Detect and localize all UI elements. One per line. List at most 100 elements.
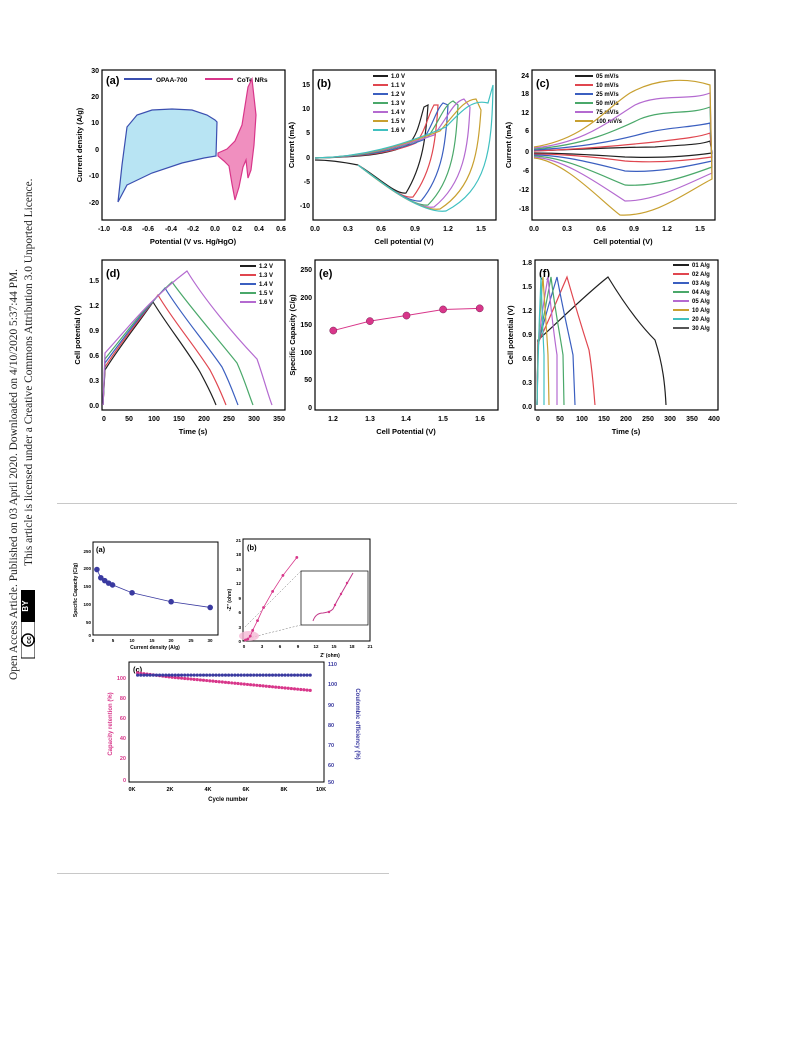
data-point bbox=[239, 682, 243, 686]
section-divider bbox=[57, 503, 737, 504]
svg-text:18: 18 bbox=[236, 552, 242, 557]
svg-text:0.6: 0.6 bbox=[522, 356, 532, 363]
y-axis-label: Specific Capacity (C/g) bbox=[73, 563, 79, 618]
svg-text:250: 250 bbox=[300, 267, 312, 274]
svg-text:0.6: 0.6 bbox=[276, 226, 286, 233]
svg-text:200: 200 bbox=[198, 416, 210, 423]
data-point bbox=[211, 673, 215, 677]
svg-text:1.4: 1.4 bbox=[401, 416, 411, 423]
x-axis-label: Potential (V vs. Hg/HgO) bbox=[150, 237, 237, 246]
figure1-panel-c: (c) 05 mV/s 10 mV/s 25 mV/s 50 mV/s 75 m… bbox=[504, 65, 720, 250]
svg-text:50 mV/s: 50 mV/s bbox=[596, 101, 619, 107]
svg-text:0: 0 bbox=[243, 644, 246, 649]
svg-text:0.9: 0.9 bbox=[89, 328, 99, 335]
data-point bbox=[208, 673, 212, 677]
svg-text:0.6: 0.6 bbox=[596, 226, 606, 233]
opaa-cv-loop bbox=[117, 108, 218, 203]
svg-text:100: 100 bbox=[117, 676, 126, 682]
svg-text:60: 60 bbox=[328, 763, 334, 769]
svg-text:1.6: 1.6 bbox=[475, 416, 485, 423]
svg-text:0: 0 bbox=[306, 155, 310, 162]
svg-text:9: 9 bbox=[297, 644, 300, 649]
svg-text:05 A/g: 05 A/g bbox=[692, 299, 710, 305]
data-point bbox=[173, 673, 177, 677]
data-point bbox=[164, 673, 168, 677]
data-point bbox=[98, 574, 104, 581]
svg-text:02 A/g: 02 A/g bbox=[692, 272, 710, 278]
figure1-panel-d: (d) 1.2 V 1.3 V 1.4 V 1.5 V 1.6 V 1.5 1.… bbox=[72, 255, 292, 440]
data-point bbox=[280, 686, 284, 690]
svg-text:1.2: 1.2 bbox=[522, 308, 532, 315]
svg-text:-12: -12 bbox=[519, 187, 529, 194]
data-point bbox=[205, 678, 209, 683]
svg-text:0: 0 bbox=[102, 416, 106, 423]
svg-text:20: 20 bbox=[91, 94, 99, 101]
data-point bbox=[239, 673, 243, 677]
svg-text:0.0: 0.0 bbox=[522, 404, 532, 411]
svg-text:1.5: 1.5 bbox=[522, 284, 532, 291]
data-point bbox=[170, 673, 174, 677]
data-point bbox=[270, 685, 275, 689]
svg-text:300: 300 bbox=[248, 416, 260, 423]
data-point bbox=[283, 673, 287, 677]
series-line bbox=[333, 307, 480, 332]
data-point bbox=[139, 673, 143, 677]
data-point bbox=[151, 673, 155, 677]
figure1-panel-f: (f) 01 A/g 02 A/g 03 A/g 04 A/g 05 A/g 1… bbox=[505, 255, 720, 440]
svg-text:250: 250 bbox=[642, 416, 654, 423]
data-point bbox=[256, 619, 259, 622]
svg-text:-6: -6 bbox=[523, 168, 529, 175]
inset-nyquist bbox=[244, 570, 369, 640]
svg-text:1.5 V: 1.5 V bbox=[259, 291, 273, 297]
data-point bbox=[299, 687, 303, 692]
svg-text:100: 100 bbox=[300, 350, 312, 357]
svg-text:0: 0 bbox=[88, 633, 91, 638]
data-point bbox=[246, 637, 250, 641]
data-point bbox=[366, 317, 374, 325]
svg-text:0.9: 0.9 bbox=[522, 332, 532, 339]
panel-tag: (b) bbox=[317, 78, 331, 90]
data-point bbox=[195, 673, 199, 677]
svg-text:400: 400 bbox=[708, 416, 720, 423]
data-point bbox=[280, 673, 284, 677]
svg-text:10K: 10K bbox=[316, 787, 326, 793]
data-point bbox=[255, 683, 259, 687]
svg-text:5: 5 bbox=[306, 130, 310, 137]
svg-text:200: 200 bbox=[83, 566, 91, 571]
data-point bbox=[252, 673, 256, 677]
cc-by-badge[interactable]: BY cc bbox=[21, 590, 35, 676]
data-point bbox=[236, 673, 240, 677]
legend-b: 1.0 V 1.1 V 1.2 V 1.3 V 1.4 V 1.5 V 1.6 … bbox=[373, 74, 405, 134]
svg-text:20: 20 bbox=[168, 638, 174, 643]
svg-text:50: 50 bbox=[125, 416, 133, 423]
data-point bbox=[245, 682, 250, 687]
cote-cv-loop bbox=[217, 76, 257, 201]
data-point bbox=[183, 673, 187, 677]
svg-text:-20: -20 bbox=[89, 200, 99, 207]
data-point bbox=[227, 673, 231, 677]
svg-text:5: 5 bbox=[112, 638, 115, 643]
svg-text:10 mV/s: 10 mV/s bbox=[596, 83, 619, 89]
svg-text:150: 150 bbox=[300, 322, 312, 329]
svg-text:1.4 V: 1.4 V bbox=[391, 110, 405, 116]
data-point bbox=[329, 326, 338, 335]
svg-text:150: 150 bbox=[173, 416, 185, 423]
svg-text:18: 18 bbox=[521, 91, 529, 98]
svg-text:80: 80 bbox=[328, 723, 334, 729]
data-point bbox=[201, 673, 206, 677]
svg-text:15: 15 bbox=[331, 644, 337, 649]
figure2-panel-a: (a) 250 200 150 100 50 0 0 5 10 15 20 25… bbox=[68, 538, 223, 651]
svg-text:15: 15 bbox=[149, 638, 155, 643]
svg-text:1.2: 1.2 bbox=[89, 303, 99, 310]
data-point bbox=[305, 673, 309, 677]
svg-text:75 mV/s: 75 mV/s bbox=[596, 110, 619, 116]
data-point bbox=[192, 677, 196, 681]
svg-text:01 A/g: 01 A/g bbox=[692, 263, 710, 269]
data-point bbox=[220, 680, 224, 684]
x-axis-label: Cell potential (V) bbox=[374, 237, 434, 246]
data-point bbox=[223, 680, 228, 684]
svg-text:6: 6 bbox=[525, 128, 529, 135]
svg-text:03 A/g: 03 A/g bbox=[692, 281, 710, 287]
data-point bbox=[296, 687, 300, 691]
data-point bbox=[223, 673, 228, 677]
